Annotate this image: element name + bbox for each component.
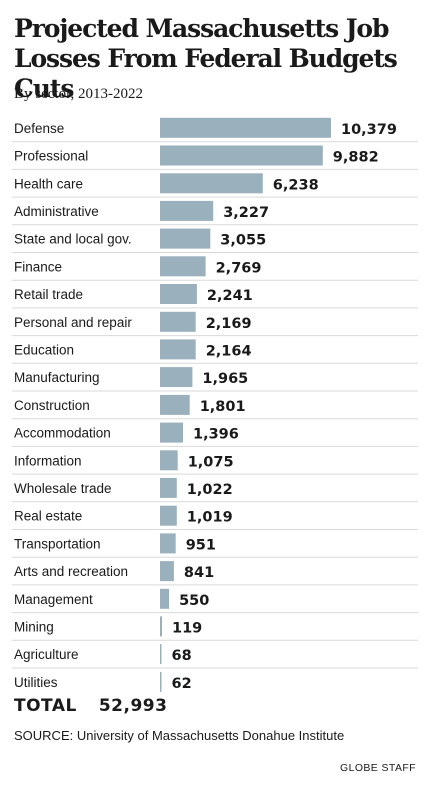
bar — [160, 450, 178, 471]
bar — [160, 533, 176, 554]
value-label: 2,164 — [206, 343, 252, 359]
bar — [160, 173, 263, 194]
value-label: 1,396 — [193, 427, 239, 443]
bar-chart: Defense 10,379 Professional 9,882 Health car… — [12, 117, 418, 692]
value-label: 1,965 — [202, 371, 248, 387]
category-label: Management — [14, 592, 93, 607]
value-label: 1,075 — [188, 454, 234, 470]
category-label: Arts and recreation — [14, 564, 128, 579]
source-note: SOURCE: University of Massachusetts Dona… — [14, 728, 345, 743]
bar — [160, 145, 323, 166]
value-label: 3,055 — [220, 233, 266, 249]
category-label: Utilities — [14, 675, 58, 690]
value-label: 2,169 — [206, 316, 252, 332]
value-label: 68 — [172, 648, 192, 664]
bar — [160, 256, 206, 277]
value-label: 550 — [179, 593, 209, 609]
bar — [160, 505, 177, 526]
bar — [160, 367, 193, 388]
category-label: Transportation — [14, 536, 101, 551]
bar — [160, 477, 177, 498]
bar — [160, 422, 183, 443]
value-label: 62 — [172, 676, 192, 692]
bar — [160, 228, 211, 249]
bar — [160, 588, 170, 609]
category-label: Agriculture — [14, 647, 79, 662]
bar — [160, 394, 190, 415]
total-label: TOTAL — [14, 696, 77, 716]
category-label: Health care — [14, 176, 83, 191]
value-label: 1,019 — [187, 510, 233, 526]
bar — [160, 117, 331, 138]
total-value: 52,993 — [98, 696, 168, 716]
chart-title: Projected Massachusetts Job Losses From … — [14, 14, 398, 103]
bar — [160, 200, 214, 221]
category-label: Education — [14, 342, 74, 357]
category-label: Accommodation — [14, 426, 111, 441]
bar — [160, 561, 174, 582]
value-label: 3,227 — [223, 205, 269, 221]
value-label: 9,882 — [333, 150, 379, 166]
value-label: 2,769 — [216, 260, 262, 276]
value-label: 1,801 — [200, 399, 246, 415]
total-row: TOTAL 52,993 — [14, 696, 167, 716]
category-label: Professional — [14, 149, 88, 164]
chart-subtitle: By sector, 2013-2022 — [14, 86, 143, 102]
value-label: 2,241 — [207, 288, 253, 304]
category-label: Defense — [14, 121, 64, 136]
category-label: Wholesale trade — [14, 481, 112, 496]
category-label: Personal and repair — [14, 315, 132, 330]
bar — [160, 616, 162, 637]
category-label: Mining — [14, 619, 54, 634]
value-label: 951 — [186, 537, 216, 553]
value-label: 6,238 — [273, 177, 319, 193]
value-label: 10,379 — [341, 122, 397, 138]
bar — [160, 644, 162, 665]
category-label: Real estate — [14, 509, 82, 524]
bar — [160, 671, 162, 692]
category-label: Administrative — [14, 204, 99, 219]
value-label: 1,022 — [187, 482, 233, 498]
value-label: 841 — [184, 565, 214, 581]
category-label: Manufacturing — [14, 370, 100, 385]
bar — [160, 311, 196, 332]
category-label: Finance — [14, 259, 62, 274]
category-label: State and local gov. — [14, 232, 132, 247]
bar — [160, 284, 197, 304]
category-label: Retail trade — [14, 287, 83, 302]
category-label: Information — [14, 453, 82, 468]
bar — [160, 339, 196, 360]
value-label: 119 — [172, 620, 202, 636]
staff-credit: GLOBE STAFF — [340, 762, 416, 774]
category-label: Construction — [14, 398, 90, 413]
